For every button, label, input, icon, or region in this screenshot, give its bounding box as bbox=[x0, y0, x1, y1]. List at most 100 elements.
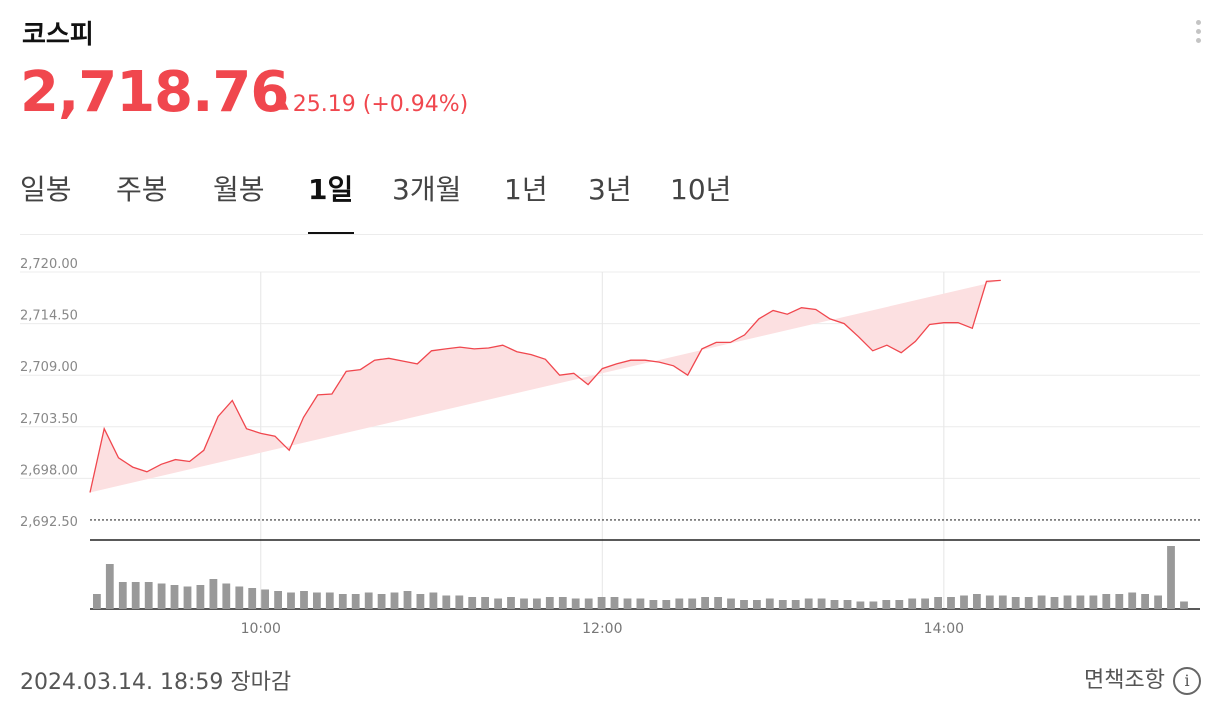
volume-bar bbox=[856, 601, 865, 609]
volume-bar bbox=[403, 591, 412, 609]
up-arrow-icon: ▲ bbox=[278, 96, 289, 112]
volume-bar bbox=[416, 594, 425, 609]
y-tick-label: 2,698.00 bbox=[20, 463, 78, 478]
price-area bbox=[90, 280, 1001, 493]
volume-bar bbox=[636, 598, 645, 609]
price-chart[interactable]: 2,720.00 2,714.50 2,709.00 2,703.50 2,698.00… bbox=[0, 245, 1217, 645]
disclaimer-link[interactable]: 면책조항 i bbox=[1084, 662, 1201, 695]
volume-bar bbox=[584, 598, 593, 609]
volume-bar bbox=[1063, 595, 1072, 609]
tab-monthly[interactable]: 월봉 bbox=[213, 173, 265, 206]
volume-bar bbox=[377, 594, 386, 609]
volume-bar bbox=[1154, 595, 1162, 609]
volume-bar bbox=[623, 598, 632, 609]
tab-1day[interactable]: 1일 bbox=[308, 173, 354, 206]
tab-weekly[interactable]: 주봉 bbox=[116, 173, 168, 206]
volume-bar bbox=[714, 597, 722, 609]
volume-bar bbox=[300, 591, 308, 609]
volume-bar bbox=[778, 600, 787, 609]
volume-bar bbox=[1089, 595, 1098, 609]
volume-bar bbox=[1037, 595, 1046, 609]
volume-bar bbox=[882, 600, 891, 609]
volume-bar bbox=[1167, 546, 1175, 609]
current-price: 2,718.76 bbox=[20, 60, 289, 125]
volume-bar bbox=[934, 597, 942, 609]
y-tick-label: 2,692.50 bbox=[20, 515, 78, 530]
volume-bar bbox=[753, 600, 761, 609]
period-tabs: 일봉 주봉 월봉 1일 3개월 1년 3년 10년 bbox=[0, 164, 1217, 234]
y-tick-label: 2,720.00 bbox=[20, 257, 78, 272]
tab-daily[interactable]: 일봉 bbox=[20, 173, 72, 206]
price-change: ▲ 25.19 (+0.94%) bbox=[278, 92, 468, 117]
volume-bar bbox=[235, 586, 244, 609]
volume-bar bbox=[597, 597, 606, 609]
volume-bar bbox=[1050, 597, 1059, 609]
volume-bar bbox=[765, 598, 774, 609]
volume-bar bbox=[571, 598, 580, 609]
volume-bar bbox=[313, 592, 321, 609]
tab-1year[interactable]: 1년 bbox=[504, 173, 548, 206]
tab-3months[interactable]: 3개월 bbox=[392, 173, 462, 206]
volume-bar bbox=[390, 592, 399, 609]
volume-bar bbox=[688, 598, 697, 609]
x-tick-label: 14:00 bbox=[924, 621, 964, 637]
price-change-value: 25.19 (+0.94%) bbox=[292, 92, 469, 117]
volume-bar bbox=[131, 582, 140, 609]
volume-bar bbox=[93, 594, 101, 609]
volume-bar bbox=[1011, 597, 1020, 609]
volume-bar bbox=[843, 600, 852, 609]
volume-bar bbox=[973, 594, 981, 609]
tab-divider bbox=[20, 234, 1203, 235]
volume-bar bbox=[455, 595, 464, 609]
volume-bar bbox=[947, 597, 955, 609]
tab-3years[interactable]: 3년 bbox=[588, 173, 632, 206]
volume-bar bbox=[494, 598, 502, 609]
volume-bar bbox=[545, 597, 554, 609]
volume-bar bbox=[364, 592, 373, 609]
volume-bar bbox=[1024, 597, 1033, 609]
volume-bar bbox=[157, 583, 166, 609]
disclaimer-label[interactable]: 면책조항 bbox=[1084, 668, 1165, 693]
volume-bar bbox=[1076, 595, 1085, 609]
x-tick-label: 10:00 bbox=[241, 621, 281, 637]
volume-bar bbox=[248, 588, 257, 609]
volume-bar bbox=[740, 600, 748, 609]
market-status-datetime: 2024.03.14. 18:59 장마감 bbox=[20, 670, 292, 695]
volume-bar bbox=[662, 600, 671, 609]
page-title: 코스피 bbox=[22, 20, 94, 50]
volume-bar bbox=[118, 582, 127, 609]
tab-10years[interactable]: 10년 bbox=[670, 173, 732, 206]
active-tab-indicator bbox=[308, 232, 354, 234]
volume-bar bbox=[287, 592, 295, 609]
volume-bar bbox=[727, 598, 735, 609]
volume-bar bbox=[649, 600, 658, 609]
volume-bar bbox=[274, 591, 282, 609]
volume-bar bbox=[442, 595, 451, 609]
volume-bar bbox=[468, 597, 477, 609]
volume-bar bbox=[1102, 594, 1111, 609]
volume-bar bbox=[429, 592, 438, 609]
volume-bar bbox=[533, 598, 541, 609]
y-tick-label: 2,714.50 bbox=[20, 309, 78, 324]
info-icon[interactable]: i bbox=[1173, 667, 1201, 695]
volume-bar bbox=[817, 598, 826, 609]
volume-bar bbox=[196, 585, 205, 609]
volume-bar bbox=[105, 564, 114, 609]
volume-bar bbox=[209, 579, 218, 609]
volume-bar bbox=[960, 595, 968, 609]
volume-bar bbox=[338, 594, 347, 609]
volume-bar bbox=[351, 594, 360, 609]
more-options-icon[interactable] bbox=[1192, 20, 1204, 48]
volume-bar bbox=[921, 598, 929, 609]
volume-bar bbox=[558, 597, 567, 609]
x-tick-label: 12:00 bbox=[582, 621, 622, 637]
volume-bar bbox=[701, 597, 709, 609]
volume-bar bbox=[507, 597, 515, 609]
y-tick-label: 2,709.00 bbox=[20, 360, 78, 375]
volume-bar bbox=[610, 597, 619, 609]
y-tick-label: 2,703.50 bbox=[20, 412, 78, 427]
volume-bar bbox=[1128, 592, 1137, 609]
volume-bar bbox=[222, 583, 231, 609]
volume-bar bbox=[998, 595, 1007, 609]
volume-bar bbox=[791, 600, 800, 609]
